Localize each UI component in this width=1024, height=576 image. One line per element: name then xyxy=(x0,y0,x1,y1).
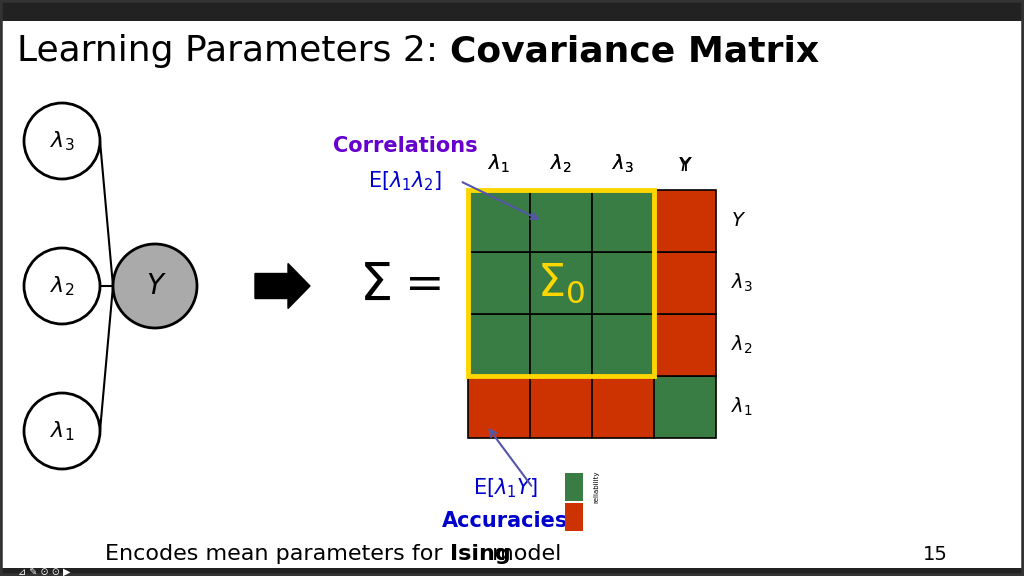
FancyArrow shape xyxy=(255,263,310,309)
Bar xyxy=(565,503,583,531)
Bar xyxy=(530,252,592,314)
Text: ⊿ ✎ ⊙ ⊙ ▶: ⊿ ✎ ⊙ ⊙ ▶ xyxy=(18,567,71,576)
Text: Covariance Matrix: Covariance Matrix xyxy=(450,34,819,68)
Text: $\lambda_1$: $\lambda_1$ xyxy=(488,153,510,175)
Bar xyxy=(592,252,654,314)
Text: reliability: reliability xyxy=(593,471,599,503)
Text: $\mathrm{E}[\lambda_1 Y]$: $\mathrm{E}[\lambda_1 Y]$ xyxy=(473,476,538,500)
Text: $\lambda_2$: $\lambda_2$ xyxy=(550,153,571,175)
Bar xyxy=(592,376,654,438)
Bar xyxy=(565,473,583,501)
Text: Y: Y xyxy=(146,272,164,300)
Text: =: = xyxy=(406,263,444,309)
Text: Ising: Ising xyxy=(450,544,511,564)
Text: $\Sigma$: $\Sigma$ xyxy=(359,260,391,312)
Text: $Y$: $Y$ xyxy=(731,211,746,230)
Text: $\lambda_2$: $\lambda_2$ xyxy=(550,153,571,175)
Bar xyxy=(654,190,716,252)
Bar xyxy=(654,252,716,314)
Bar xyxy=(530,376,592,438)
Text: $\lambda_1$: $\lambda_1$ xyxy=(731,396,753,418)
Circle shape xyxy=(24,393,100,469)
Text: $\lambda_1$: $\lambda_1$ xyxy=(488,153,510,175)
Text: Encodes mean parameters for: Encodes mean parameters for xyxy=(105,544,450,564)
Bar xyxy=(592,190,654,252)
Circle shape xyxy=(113,244,197,328)
Text: Y: Y xyxy=(679,156,691,175)
Circle shape xyxy=(24,248,100,324)
Text: $\lambda_2$: $\lambda_2$ xyxy=(50,274,74,298)
Text: $\mathrm{E}[\lambda_1\lambda_2]$: $\mathrm{E}[\lambda_1\lambda_2]$ xyxy=(368,169,442,193)
Bar xyxy=(530,314,592,376)
Text: $\lambda_3$: $\lambda_3$ xyxy=(612,153,634,175)
Bar xyxy=(468,314,530,376)
Text: Correlations: Correlations xyxy=(333,136,477,156)
Bar xyxy=(530,190,592,252)
Text: $\lambda_3$: $\lambda_3$ xyxy=(50,129,75,153)
Text: $\lambda_3$: $\lambda_3$ xyxy=(612,153,634,175)
Bar xyxy=(468,376,530,438)
Text: model: model xyxy=(485,544,561,564)
Text: Accuracies: Accuracies xyxy=(441,511,568,531)
Text: 15: 15 xyxy=(923,544,947,563)
Bar xyxy=(468,190,530,252)
Bar xyxy=(468,190,654,376)
Text: Learning Parameters 2:: Learning Parameters 2: xyxy=(17,34,450,68)
Bar xyxy=(654,314,716,376)
Text: $\lambda_1$: $\lambda_1$ xyxy=(50,419,75,443)
Text: $\lambda_2$: $\lambda_2$ xyxy=(731,334,753,356)
Bar xyxy=(0,0,1024,21)
Bar xyxy=(0,568,1024,576)
Circle shape xyxy=(24,103,100,179)
Text: $\Sigma_0$: $\Sigma_0$ xyxy=(537,262,585,305)
Bar xyxy=(654,376,716,438)
Bar xyxy=(592,314,654,376)
Bar xyxy=(468,252,530,314)
Text: $Y$: $Y$ xyxy=(678,156,692,175)
Text: $\lambda_3$: $\lambda_3$ xyxy=(731,272,753,294)
